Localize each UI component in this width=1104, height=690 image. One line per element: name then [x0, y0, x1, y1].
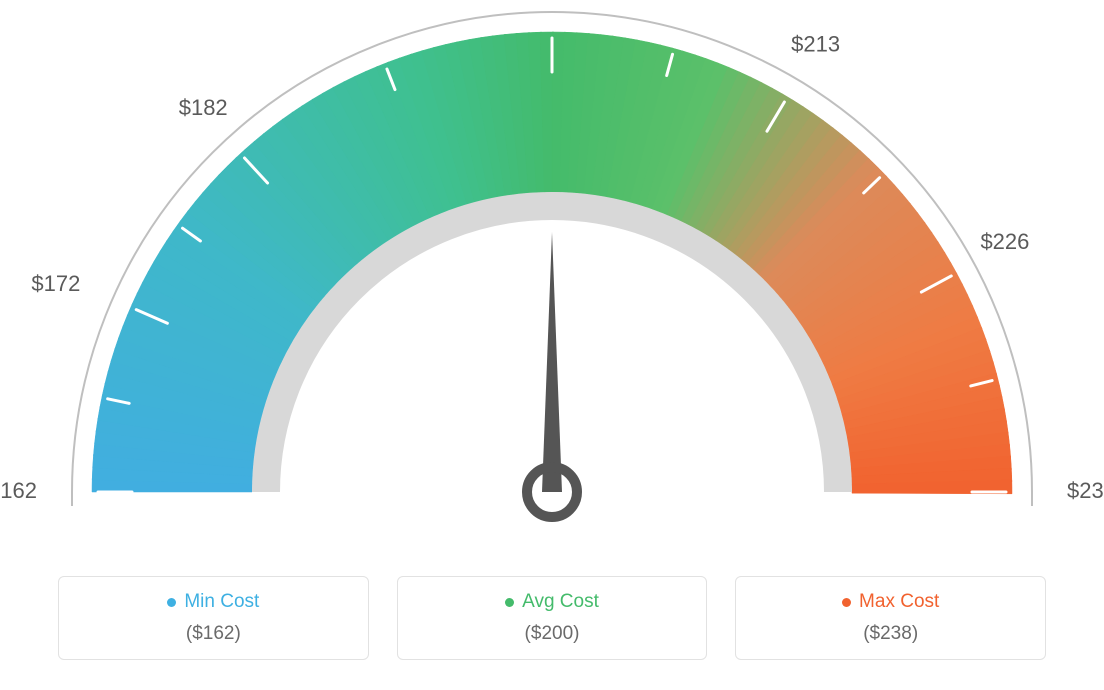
tick-label: $162: [0, 478, 37, 503]
legend-title-text: Max Cost: [859, 591, 939, 613]
tick-label: $226: [980, 229, 1029, 254]
tick-label: $182: [179, 95, 228, 120]
gauge-needle: [542, 232, 562, 492]
legend-dot-min: [167, 598, 176, 607]
gauge-chart: $162$172$182$200$213$226$238: [0, 0, 1104, 570]
legend-title-text: Avg Cost: [522, 591, 599, 613]
legend-title-min: Min Cost: [167, 591, 259, 613]
legend-title-avg: Avg Cost: [505, 591, 599, 613]
tick-label: $238: [1067, 478, 1104, 503]
legend-title-text: Min Cost: [184, 591, 259, 613]
legend-box-avg: Avg Cost ($200): [397, 576, 708, 660]
legend-value-min: ($162): [69, 623, 358, 645]
tick-label: $172: [31, 271, 80, 296]
tick-label: $213: [791, 32, 840, 57]
legend-title-max: Max Cost: [842, 591, 939, 613]
legend-row: Min Cost ($162) Avg Cost ($200) Max Cost ($23…: [0, 576, 1104, 660]
legend-dot-avg: [505, 598, 514, 607]
legend-dot-max: [842, 598, 851, 607]
legend-box-min: Min Cost ($162): [58, 576, 369, 660]
legend-value-avg: ($200): [408, 623, 697, 645]
legend-value-max: ($238): [746, 623, 1035, 645]
legend-box-max: Max Cost ($238): [735, 576, 1046, 660]
gauge-svg: $162$172$182$200$213$226$238: [0, 0, 1104, 570]
